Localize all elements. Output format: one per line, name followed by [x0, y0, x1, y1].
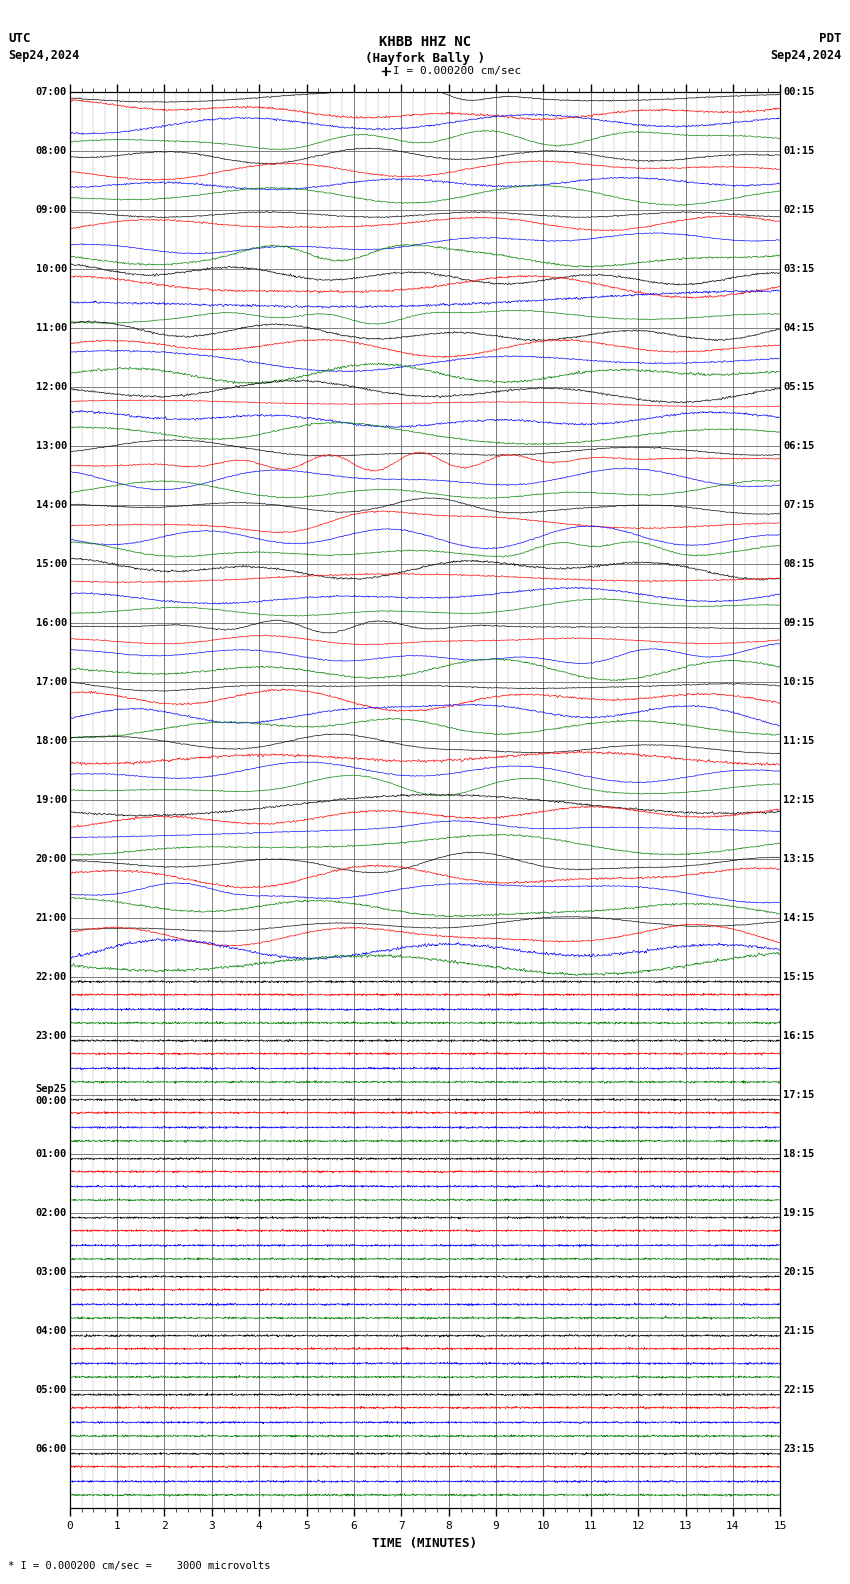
- X-axis label: TIME (MINUTES): TIME (MINUTES): [372, 1536, 478, 1549]
- Text: UTC: UTC: [8, 32, 31, 44]
- Text: Sep24,2024: Sep24,2024: [8, 49, 80, 62]
- Text: Sep24,2024: Sep24,2024: [770, 49, 842, 62]
- Text: (Hayfork Bally ): (Hayfork Bally ): [365, 52, 485, 65]
- Text: KHBB HHZ NC: KHBB HHZ NC: [379, 35, 471, 49]
- Text: PDT: PDT: [819, 32, 842, 44]
- Text: * I = 0.000200 cm/sec =    3000 microvolts: * I = 0.000200 cm/sec = 3000 microvolts: [8, 1562, 271, 1571]
- Text: I = 0.000200 cm/sec: I = 0.000200 cm/sec: [393, 67, 521, 76]
